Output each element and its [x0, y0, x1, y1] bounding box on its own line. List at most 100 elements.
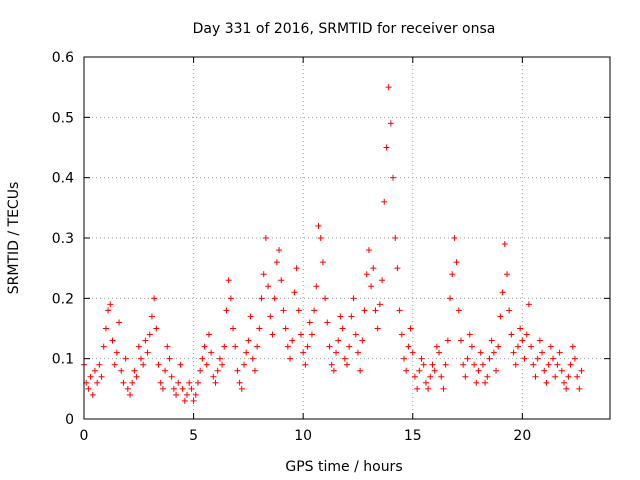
data-point	[142, 337, 149, 344]
data-point	[556, 349, 563, 356]
data-point	[460, 361, 467, 368]
data-point	[208, 349, 215, 356]
data-point	[194, 379, 201, 386]
data-point	[306, 319, 313, 326]
data-point	[517, 325, 524, 332]
data-point	[477, 349, 484, 356]
data-point	[471, 361, 478, 368]
data-point	[89, 391, 96, 398]
data-point	[216, 355, 223, 362]
data-point	[348, 313, 355, 320]
data-point	[411, 373, 418, 380]
data-point	[221, 343, 228, 350]
data-point	[503, 271, 510, 278]
data-point	[245, 337, 252, 344]
data-point	[344, 361, 350, 368]
data-point	[240, 361, 247, 368]
data-point	[162, 367, 169, 374]
data-point	[322, 295, 329, 302]
data-point	[464, 355, 471, 362]
data-point	[512, 361, 519, 368]
data-point	[177, 361, 184, 368]
data-point	[558, 367, 565, 374]
data-point	[91, 367, 98, 374]
data-point	[188, 385, 195, 392]
data-point	[116, 319, 123, 326]
data-point	[100, 343, 107, 350]
data-point	[372, 307, 379, 314]
data-point	[144, 349, 151, 356]
data-point	[346, 343, 353, 350]
data-point	[151, 295, 158, 302]
data-point	[186, 379, 193, 386]
axis-ticks: 0 0.1 0.2 0.3 0.4 0.5 0.6 0 5 10 15 20	[52, 50, 610, 444]
data-point	[392, 235, 399, 241]
data-point	[273, 259, 280, 266]
data-point	[381, 198, 388, 205]
data-point	[328, 361, 335, 368]
chart-title: Day 331 of 2016, SRMTID for receiver ons…	[193, 21, 496, 37]
x-tick-label: 10	[294, 428, 312, 444]
data-point	[519, 337, 526, 344]
data-point	[339, 325, 346, 332]
data-point	[482, 379, 489, 386]
data-point	[319, 259, 326, 266]
data-point	[122, 355, 129, 362]
data-point	[230, 325, 237, 332]
data-point	[146, 331, 153, 338]
data-point	[407, 325, 414, 332]
data-point	[249, 355, 256, 362]
data-point	[333, 349, 340, 356]
data-point	[420, 361, 427, 368]
data-point	[284, 343, 291, 350]
data-point	[155, 361, 162, 368]
data-point	[400, 355, 407, 362]
x-tick-label: 5	[189, 428, 198, 444]
data-point	[256, 325, 263, 332]
data-point	[148, 313, 155, 320]
data-point	[350, 295, 357, 302]
y-tick-label: 0.4	[52, 171, 74, 187]
data-point	[227, 295, 234, 302]
data-point	[324, 319, 331, 326]
data-point	[168, 373, 175, 380]
data-point	[153, 325, 160, 332]
data-point	[184, 391, 191, 398]
data-point	[354, 349, 361, 356]
data-point	[416, 367, 423, 374]
data-point	[157, 379, 164, 386]
data-point	[219, 361, 226, 368]
data-point	[205, 331, 212, 338]
data-point	[387, 120, 394, 127]
data-point	[541, 367, 548, 374]
data-point	[442, 361, 449, 368]
data-point	[282, 325, 289, 332]
data-point	[361, 307, 368, 314]
data-point	[127, 391, 134, 398]
data-point	[131, 367, 138, 374]
data-point	[140, 361, 147, 368]
data-point	[488, 337, 495, 344]
data-point	[352, 331, 359, 338]
data-point	[418, 355, 425, 362]
data-point	[302, 361, 309, 368]
data-point	[159, 385, 166, 392]
y-tick-label: 0.3	[52, 231, 74, 247]
x-axis-label: GPS time / hours	[285, 459, 402, 475]
data-point	[87, 373, 94, 380]
data-point	[536, 337, 543, 344]
data-point	[571, 355, 578, 362]
data-point	[457, 337, 464, 344]
data-point	[313, 283, 320, 290]
data-point	[197, 367, 204, 374]
data-point	[236, 379, 243, 386]
data-point	[543, 379, 550, 386]
data-point	[304, 343, 311, 350]
data-point	[497, 313, 504, 320]
data-point	[523, 331, 530, 338]
data-point	[247, 313, 254, 320]
data-point	[214, 367, 221, 374]
data-point	[462, 373, 469, 380]
data-point	[363, 271, 370, 278]
